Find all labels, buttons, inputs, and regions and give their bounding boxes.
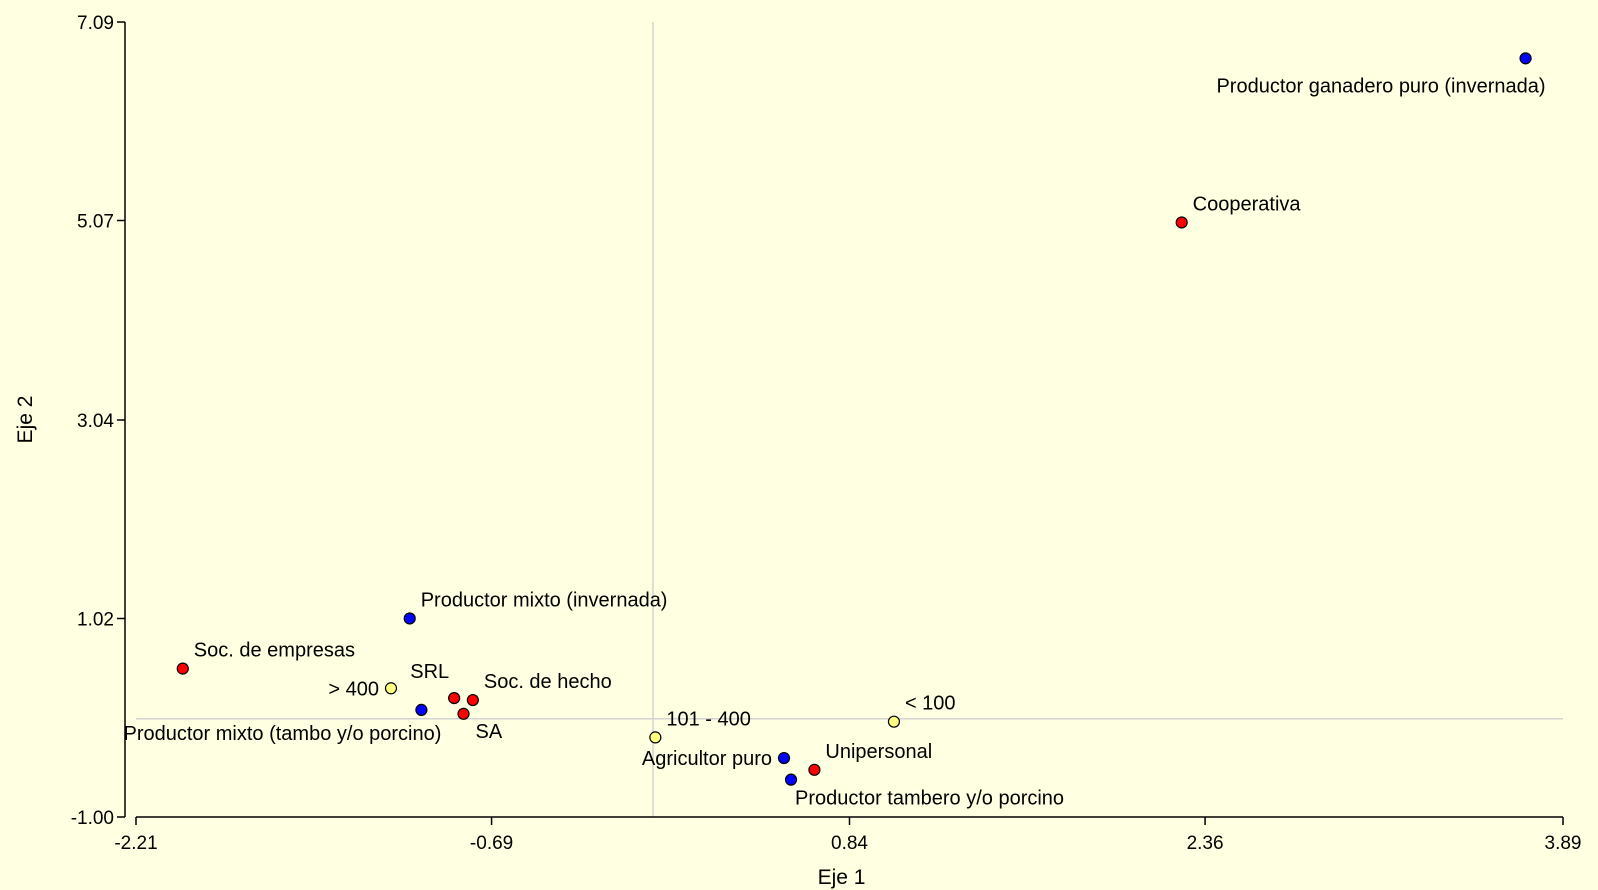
y-tick-label: -1.00: [71, 808, 114, 829]
x-tick-label: 3.89: [1545, 833, 1582, 854]
data-point: [1175, 216, 1188, 229]
data-point: [887, 715, 901, 728]
reference-lines: [136, 22, 1563, 817]
point-label: Productor mixto (invernada): [421, 589, 668, 611]
data-point: [176, 662, 189, 675]
data-point: [415, 703, 428, 716]
point-label: SRL: [410, 661, 449, 683]
x-axis-title: Eje 1: [818, 866, 866, 889]
y-tick-label: 5.07: [77, 212, 114, 233]
data-point: [466, 693, 479, 707]
data-point: [777, 751, 791, 765]
point-label: Productor ganadero puro (invernada): [1216, 75, 1545, 97]
point-label: Productor tambero y/o porcino: [795, 788, 1064, 810]
y-axis-ticks: -1.00 1.02 3.04 5.07 7.09: [71, 13, 125, 829]
point-label: < 100: [905, 693, 956, 715]
point-label: Productor mixto (tambo y/o porcino): [123, 723, 441, 745]
x-tick-label: 2.36: [1187, 833, 1224, 854]
point-label: Agricultor puro: [642, 748, 772, 770]
point-label: SA: [476, 721, 503, 743]
y-tick-label: 3.04: [77, 411, 114, 432]
data-point: [448, 691, 461, 705]
point-labels: Productor ganadero puro (invernada) Coope…: [123, 75, 1545, 809]
data-point: [384, 682, 398, 695]
y-tick-label: 1.02: [77, 609, 114, 630]
y-tick-label: 7.09: [77, 13, 114, 34]
point-label: Soc. de hecho: [484, 671, 612, 693]
x-axis-ticks: -2.21 -0.69 0.84 2.36 3.89: [114, 817, 1581, 854]
point-label: Soc. de empresas: [194, 640, 355, 662]
x-tick-label: 0.84: [831, 833, 868, 854]
data-point: [457, 707, 470, 720]
point-label: Cooperativa: [1193, 193, 1302, 215]
data-point: [403, 612, 416, 625]
point-label: 101 - 400: [666, 708, 751, 730]
data-point: [784, 773, 798, 786]
x-tick-label: -0.69: [470, 833, 513, 854]
data-point: [808, 763, 821, 776]
data-point: [649, 731, 662, 744]
point-label: Unipersonal: [825, 741, 932, 763]
x-tick-label: -2.21: [114, 833, 157, 854]
data-point: [1519, 52, 1532, 65]
point-label: > 400: [328, 678, 379, 700]
y-axis-title: Eje 2: [14, 396, 37, 444]
data-points: [176, 52, 1532, 786]
